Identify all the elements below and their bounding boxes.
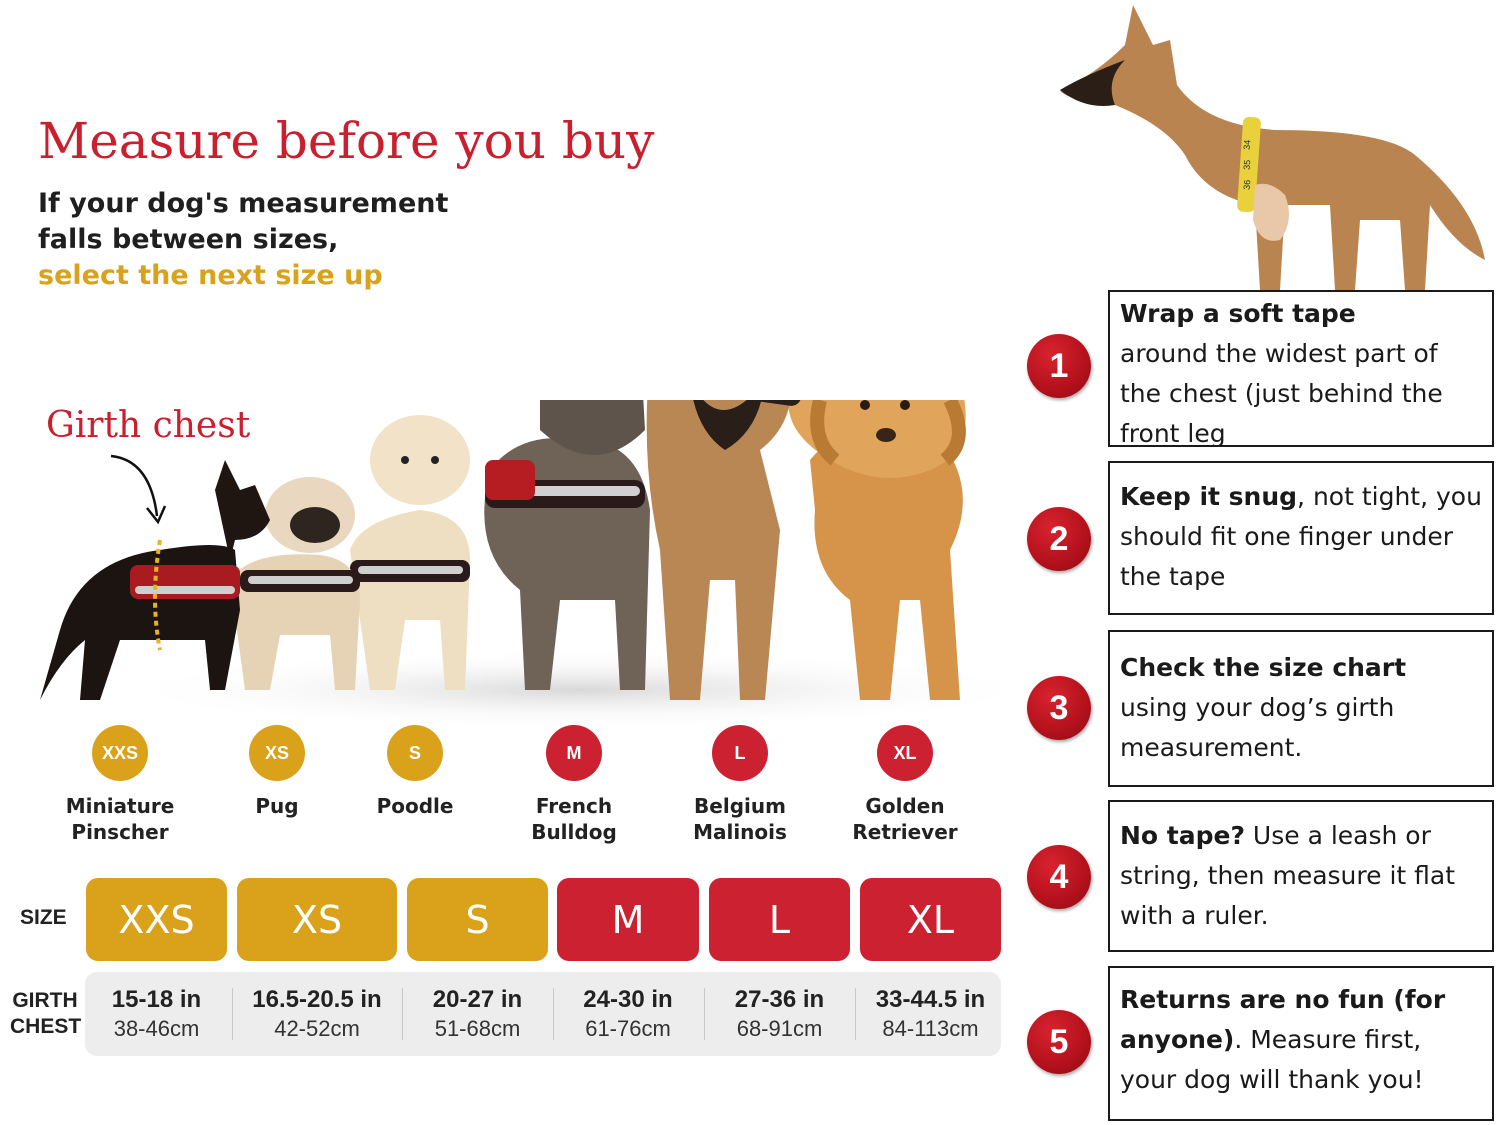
breed-name: Poodle <box>376 794 454 818</box>
size-cell-s: S <box>407 878 548 961</box>
size-cell-m: M <box>557 878 699 961</box>
step-number-5: 5 <box>1027 1010 1091 1074</box>
step-number-2: 2 <box>1027 507 1091 571</box>
girth-centimeters: 38-46cm <box>113 1016 200 1041</box>
step-bold-text: No tape? <box>1120 821 1245 850</box>
size-badge: XL <box>877 725 933 781</box>
size-badge: L <box>712 725 768 781</box>
girth-row-header: GIRTH CHEST <box>10 989 82 1038</box>
girth-inches: 27-36 in <box>734 986 825 1013</box>
golden-retriever-figure <box>788 400 966 700</box>
step-text: . Measure first, your dog will thank you… <box>1120 1025 1424 1094</box>
girth-cell-xxs: 15-18 in 38-46cm <box>86 980 227 1048</box>
curved-arrow-icon <box>110 454 167 525</box>
breed-marker-m: M French Bulldog <box>484 725 664 845</box>
step-text: around the widest part of the chest (jus… <box>1120 339 1443 447</box>
step-box-4: No tape? Use a leash or string, then mea… <box>1108 800 1494 952</box>
column-divider <box>704 988 705 1040</box>
breed-marker-xxs: XXS Miniature Pinscher <box>30 725 210 845</box>
girth-centimeters: 42-52cm <box>274 1016 360 1041</box>
step-bold-text: Returns are no fun (for anyone) <box>1120 985 1446 1054</box>
subtitle: If your dog's measurement falls between … <box>38 186 478 294</box>
step-box-3: Check the size chart using your dog’s gi… <box>1108 630 1494 787</box>
step-text: , not tight, you should fit one finger u… <box>1120 482 1482 591</box>
breed-marker-xs: XS Pug <box>187 725 367 819</box>
step-text: Use a leash or string, then measure it f… <box>1120 821 1456 930</box>
girth-centimeters: 68-91cm <box>736 1016 823 1041</box>
size-cell-xs: XS <box>237 878 397 961</box>
girth-inches: 15-18 in <box>111 986 202 1013</box>
step-number-1: 1 <box>1027 334 1091 398</box>
girth-cell-m: 24-30 in 61-76cm <box>557 980 699 1048</box>
size-badge: XXS <box>92 725 148 781</box>
step-box-2: Keep it snug, not tight, you should fit … <box>1108 461 1494 615</box>
breed-marker-xl: XL Golden Retriever <box>815 725 995 845</box>
girth-cell-l: 27-36 in 68-91cm <box>709 980 850 1048</box>
size-badge: S <box>387 725 443 781</box>
breed-marker-l: L Belgium Malinois <box>650 725 830 845</box>
breed-name: Belgium Malinois <box>693 794 787 844</box>
subtitle-line-2: falls between sizes, <box>38 224 339 255</box>
step-text: using your dog’s girth measurement. <box>1120 693 1395 762</box>
girth-inches: 33-44.5 in <box>875 986 986 1013</box>
step-box-5: Returns are no fun (for anyone). Measure… <box>1108 966 1494 1121</box>
girth-inches: 20-27 in <box>432 986 523 1013</box>
step-bold-text: Keep it snug <box>1120 482 1298 511</box>
poodle-figure <box>350 415 470 690</box>
girth-inches: 16.5-20.5 in <box>252 986 382 1013</box>
page-title: Measure before you buy <box>38 112 655 170</box>
column-divider <box>402 988 403 1040</box>
malinois-figure <box>646 400 803 700</box>
size-badge: M <box>546 725 602 781</box>
girth-centimeters: 51-68cm <box>434 1016 521 1041</box>
step-number-3: 3 <box>1027 676 1091 740</box>
pug-figure <box>230 477 360 690</box>
size-badge: XS <box>249 725 305 781</box>
dogs-lineup-photo <box>40 400 1020 730</box>
column-divider <box>553 988 554 1040</box>
tape-mark: 34 <box>1242 139 1253 150</box>
girth-cell-xl: 33-44.5 in 84-113cm <box>860 980 1001 1048</box>
column-divider <box>232 988 233 1040</box>
dog-measuring-photo: 34 35 36 <box>1060 5 1485 290</box>
tape-mark: 35 <box>1242 159 1253 170</box>
size-cell-xxs: XXS <box>86 878 227 961</box>
size-cell-l: L <box>709 878 850 961</box>
girth-row-background <box>85 972 1001 1056</box>
miniature-pinscher-figure <box>40 460 270 700</box>
size-row-header: SIZE <box>20 906 67 929</box>
girth-cell-s: 20-27 in 51-68cm <box>407 980 548 1048</box>
subtitle-line-1: If your dog's measurement <box>38 188 449 219</box>
girth-inches: 24-30 in <box>583 986 673 1013</box>
breed-name: French Bulldog <box>531 794 617 844</box>
tape-mark: 36 <box>1242 179 1253 190</box>
step-bold-text: Check the size chart <box>1120 653 1407 682</box>
breed-name: Golden Retriever <box>852 794 958 844</box>
step-box-1: Wrap a soft tape around the widest part … <box>1108 290 1494 447</box>
girth-chest-label: Girth chest <box>46 405 251 446</box>
breed-marker-s: S Poodle <box>325 725 505 819</box>
column-divider <box>855 988 856 1040</box>
step-number-4: 4 <box>1027 845 1091 909</box>
size-cell-xl: XL <box>860 878 1001 961</box>
step-bold-text: Wrap a soft tape <box>1120 299 1356 328</box>
girth-cell-xs: 16.5-20.5 in 42-52cm <box>237 980 397 1048</box>
subtitle-highlight: select the next size up <box>38 260 383 291</box>
breed-name: Pug <box>255 794 299 818</box>
french-bulldog-figure <box>484 400 650 690</box>
girth-centimeters: 84-113cm <box>882 1016 979 1041</box>
breed-name: Miniature Pinscher <box>65 794 175 844</box>
girth-centimeters: 61-76cm <box>585 1016 671 1041</box>
